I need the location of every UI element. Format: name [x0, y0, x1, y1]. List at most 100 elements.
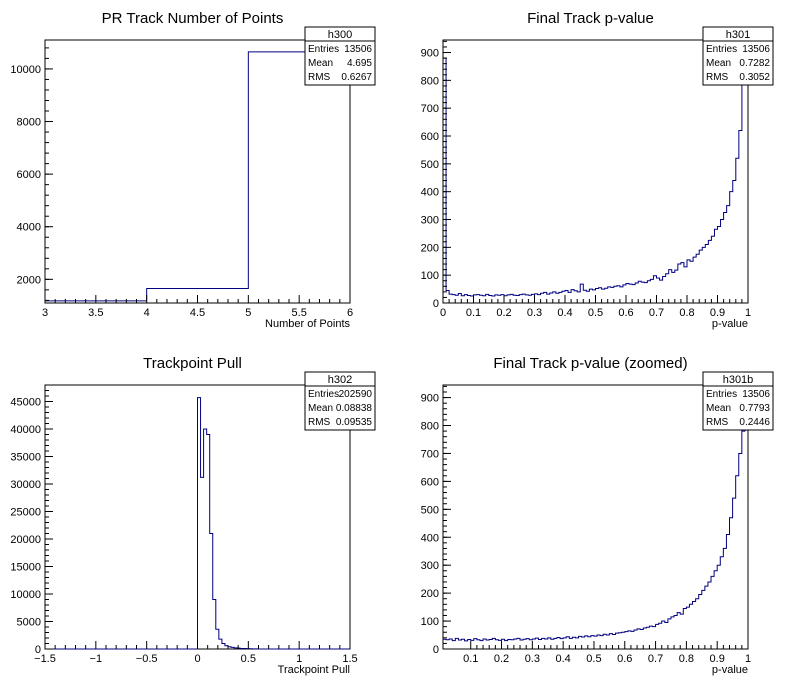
stats-mean-value: 4.695 [347, 58, 372, 69]
y-tick-label: 900 [421, 48, 439, 60]
x-tick-label: 0.5 [586, 653, 601, 665]
y-tick-label: 15000 [10, 562, 41, 574]
panel-pr-track-number-of-points: PR Track Number of Points Number of Poin… [10, 10, 376, 330]
y-tick-label: 6000 [17, 169, 41, 181]
x-tick-label: 4.5 [190, 307, 205, 319]
x-tick-label: 5.5 [292, 307, 307, 319]
y-tick-label: 0 [433, 298, 439, 310]
y-tick-label: 200 [421, 242, 439, 254]
y-tick-label: 700 [421, 103, 439, 115]
x-tick-label: 3.5 [88, 307, 103, 319]
stats-histogram-name: h301b [723, 374, 754, 386]
panel-final-track-p-value-zoomed: Final Track p-value (zoomed) p-value 0.1… [421, 355, 774, 676]
x-tick-label: 0.4 [557, 307, 572, 319]
chart-title: Trackpoint Pull [143, 355, 242, 372]
y-tick-label: 30000 [10, 479, 41, 491]
stats-rms-label: RMS [706, 72, 729, 83]
y-tick-label: 600 [421, 131, 439, 143]
stats-box: h300 Entries 13506 Mean 4.695 RMS 0.6267 [304, 26, 376, 86]
x-tick-label: 0.5 [588, 307, 603, 319]
chart-title: Final Track p-value [527, 10, 654, 27]
y-tick-label: 4000 [17, 222, 41, 234]
x-axis-label: p-value [712, 664, 748, 676]
stats-rms-value: 0.6267 [341, 72, 372, 83]
x-tick-label: 0.7 [649, 307, 664, 319]
y-tick-label: 0 [433, 644, 439, 656]
y-tick-label: 200 [421, 588, 439, 600]
chart-title: Final Track p-value (zoomed) [493, 355, 687, 372]
y-tick-label: 10000 [10, 64, 41, 76]
x-tick-label: 0.1 [466, 307, 481, 319]
y-tick-label: 500 [421, 159, 439, 171]
stats-histogram-name: h302 [328, 374, 352, 386]
x-tick-label: 0.8 [679, 307, 694, 319]
y-tick-label: 25000 [10, 507, 41, 519]
y-tick-label: 900 [421, 393, 439, 405]
x-tick-label: 0.2 [494, 653, 509, 665]
y-tick-label: 35000 [10, 452, 41, 464]
stats-entries-label: Entries [706, 389, 737, 400]
stats-box-frame [702, 371, 774, 431]
stats-entries-label: Entries [706, 44, 737, 55]
chart-title: PR Track Number of Points [102, 10, 284, 27]
x-tick-label: −0.5 [136, 653, 158, 665]
x-tick-label: 1.5 [342, 653, 357, 665]
plot-frame [442, 384, 749, 650]
x-tick-label: 6 [347, 307, 353, 319]
y-tick-label: 400 [421, 532, 439, 544]
stats-mean-value: 0.08838 [336, 403, 373, 414]
x-axis-label: Trackpoint Pull [278, 664, 350, 676]
stats-rms-value: 0.09535 [336, 417, 373, 428]
y-tick-label: 700 [421, 448, 439, 460]
y-tick-label: 2000 [17, 274, 41, 286]
y-tick-label: 800 [421, 421, 439, 433]
stats-entries-label: Entries [308, 44, 339, 55]
stats-entries-value: 13506 [344, 44, 372, 55]
y-tick-label: 300 [421, 560, 439, 572]
y-tick-label: 10000 [10, 589, 41, 601]
x-tick-label: 0.4 [556, 653, 571, 665]
y-tick-label: 100 [421, 270, 439, 282]
stats-rms-label: RMS [308, 72, 331, 83]
x-tick-label: 0.5 [241, 653, 256, 665]
stats-box-frame [304, 26, 376, 86]
stats-mean-label: Mean [308, 403, 333, 414]
y-tick-label: 100 [421, 616, 439, 628]
x-tick-label: 0.3 [527, 307, 542, 319]
y-tick-label: 45000 [10, 397, 41, 409]
x-tick-label: 0.1 [463, 653, 478, 665]
x-tick-label: 0.3 [525, 653, 540, 665]
stats-mean-value: 0.7282 [739, 58, 770, 69]
stats-box-frame [304, 371, 376, 431]
x-tick-label: 3 [42, 307, 48, 319]
histogram-outline [45, 51, 350, 302]
x-axis-label: p-value [712, 318, 748, 330]
x-tick-label: 0.6 [617, 653, 632, 665]
x-tick-label: 0 [194, 653, 200, 665]
x-tick-label: 0.6 [618, 307, 633, 319]
stats-rms-label: RMS [706, 417, 729, 428]
stats-entries-label: Entries [308, 389, 339, 400]
histogram-outline [443, 57, 748, 297]
y-tick-label: 300 [421, 215, 439, 227]
stats-box: h301 Entries 13506 Mean 0.7282 RMS 0.305… [702, 26, 774, 86]
x-tick-label: 0 [440, 307, 446, 319]
stats-mean-label: Mean [706, 58, 731, 69]
y-tick-label: 0 [35, 644, 41, 656]
y-tick-label: 800 [421, 75, 439, 87]
x-tick-label: 4 [144, 307, 150, 319]
x-tick-label: 5 [245, 307, 251, 319]
panel-trackpoint-pull: Trackpoint Pull Trackpoint Pull −1.5 −1 −0… [10, 355, 376, 676]
histogram-outline [443, 419, 748, 642]
stats-mean-label: Mean [706, 403, 731, 414]
y-tick-label: 5000 [17, 617, 41, 629]
stats-mean-label: Mean [308, 58, 333, 69]
stats-entries-value: 13506 [742, 389, 770, 400]
x-tick-label: 0.7 [648, 653, 663, 665]
histogram-outline [45, 397, 350, 650]
x-axis-label: Number of Points [265, 318, 350, 330]
y-tick-label: 20000 [10, 534, 41, 546]
stats-rms-value: 0.2446 [739, 417, 770, 428]
x-tick-label: 0.9 [710, 307, 725, 319]
